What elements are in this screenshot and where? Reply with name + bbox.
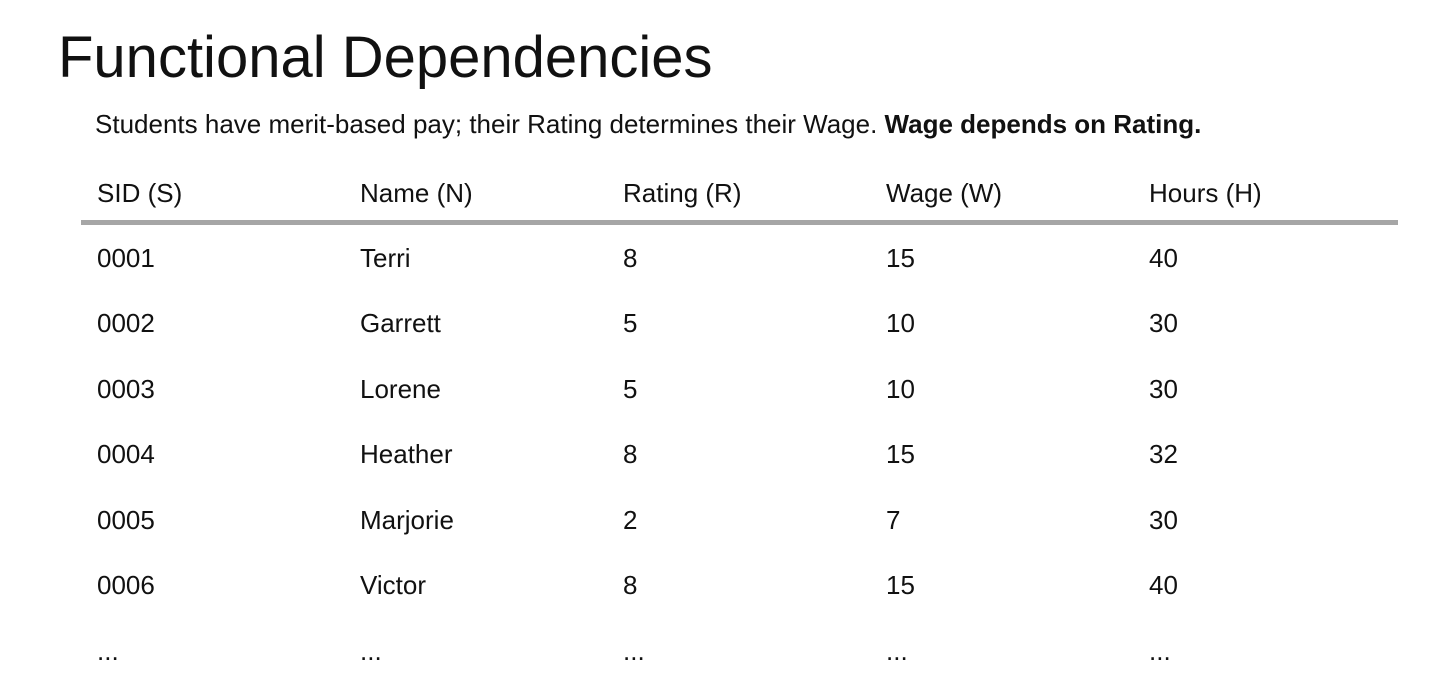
cell-rating: 5 (623, 373, 638, 404)
cell-name: Garrett (360, 308, 441, 339)
cell-hours: ... (1149, 635, 1171, 666)
cell-wage: ... (886, 635, 908, 666)
cell-name: Lorene (360, 373, 441, 404)
cell-wage: 15 (886, 439, 915, 470)
cell-hours: 40 (1149, 570, 1178, 601)
cell-sid: 0006 (97, 570, 155, 601)
cell-hours: 40 (1149, 242, 1178, 273)
subtitle-text: Students have merit-based pay; their Rat… (95, 109, 885, 139)
cell-rating: ... (623, 635, 645, 666)
header-rating: Rating (R) (623, 178, 742, 208)
cell-name: Heather (360, 439, 453, 470)
table-row: 0002 Garrett 5 10 30 (81, 291, 1398, 357)
table-row: 0004 Heather 8 15 32 (81, 422, 1398, 488)
cell-hours: 32 (1149, 439, 1178, 470)
cell-sid: 0001 (97, 242, 155, 273)
cell-rating: 8 (623, 242, 638, 273)
cell-hours: 30 (1149, 373, 1178, 404)
header-hours: Hours (H) (1149, 178, 1262, 208)
cell-rating: 2 (623, 504, 638, 535)
cell-sid: 0004 (97, 439, 155, 470)
table-row: 0001 Terri 8 15 40 (81, 225, 1398, 291)
cell-hours: 30 (1149, 308, 1178, 339)
subtitle: Students have merit-based pay; their Rat… (95, 108, 1201, 140)
table-row: 0006 Victor 8 15 40 (81, 553, 1398, 619)
cell-wage: 10 (886, 308, 915, 339)
header-name: Name (N) (360, 178, 473, 208)
cell-rating: 8 (623, 570, 638, 601)
cell-rating: 5 (623, 308, 638, 339)
cell-sid: 0005 (97, 504, 155, 535)
header-sid: SID (S) (97, 178, 183, 208)
cell-sid: ... (97, 635, 119, 666)
cell-sid: 0002 (97, 308, 155, 339)
cell-name: Terri (360, 242, 411, 273)
page-title: Functional Dependencies (58, 25, 713, 90)
cell-hours: 30 (1149, 504, 1178, 535)
cell-wage: 15 (886, 242, 915, 273)
cell-name: Marjorie (360, 504, 454, 535)
cell-name: Victor (360, 570, 426, 601)
cell-rating: 8 (623, 439, 638, 470)
cell-wage: 10 (886, 373, 915, 404)
cell-wage: 7 (886, 504, 901, 535)
cell-name: ... (360, 635, 382, 666)
data-table: SID (S) Name (N) Rating (R) Wage (W) Hou… (81, 166, 1398, 684)
table-header-row: SID (S) Name (N) Rating (R) Wage (W) Hou… (81, 166, 1398, 225)
table-row: 0005 Marjorie 2 7 30 (81, 487, 1398, 553)
cell-sid: 0003 (97, 373, 155, 404)
header-wage: Wage (W) (886, 178, 1003, 208)
cell-wage: 15 (886, 570, 915, 601)
table-row-ellipsis: ... ... ... ... ... (81, 618, 1398, 684)
table-row: 0003 Lorene 5 10 30 (81, 356, 1398, 422)
subtitle-emphasis: Wage depends on Rating. (884, 109, 1202, 139)
